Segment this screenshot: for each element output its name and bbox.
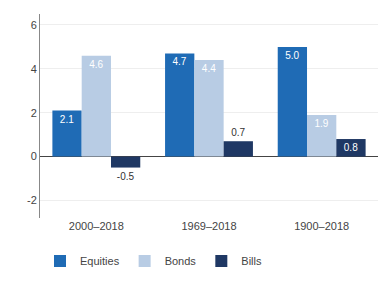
svg-text:Bills: Bills (241, 255, 262, 267)
svg-text:2000–2018: 2000–2018 (69, 220, 124, 232)
svg-text:2.1: 2.1 (60, 114, 74, 125)
svg-text:Equities: Equities (80, 255, 120, 267)
svg-text:Bonds: Bonds (165, 255, 197, 267)
svg-text:-2: -2 (27, 194, 37, 206)
svg-text:6: 6 (31, 19, 37, 31)
svg-text:-0.5: -0.5 (117, 171, 135, 182)
svg-text:0.8: 0.8 (344, 142, 358, 153)
svg-text:2: 2 (31, 107, 37, 119)
svg-text:0: 0 (31, 150, 37, 162)
svg-text:1969–2018: 1969–2018 (181, 220, 236, 232)
svg-text:0.7: 0.7 (231, 127, 245, 138)
svg-text:4.6: 4.6 (89, 59, 103, 70)
svg-text:4.4: 4.4 (202, 63, 216, 74)
svg-text:4: 4 (31, 63, 37, 75)
svg-text:5.0: 5.0 (285, 50, 299, 61)
svg-text:1900–2018: 1900–2018 (294, 220, 349, 232)
svg-text:1.9: 1.9 (314, 118, 328, 129)
svg-text:4.7: 4.7 (173, 56, 187, 67)
